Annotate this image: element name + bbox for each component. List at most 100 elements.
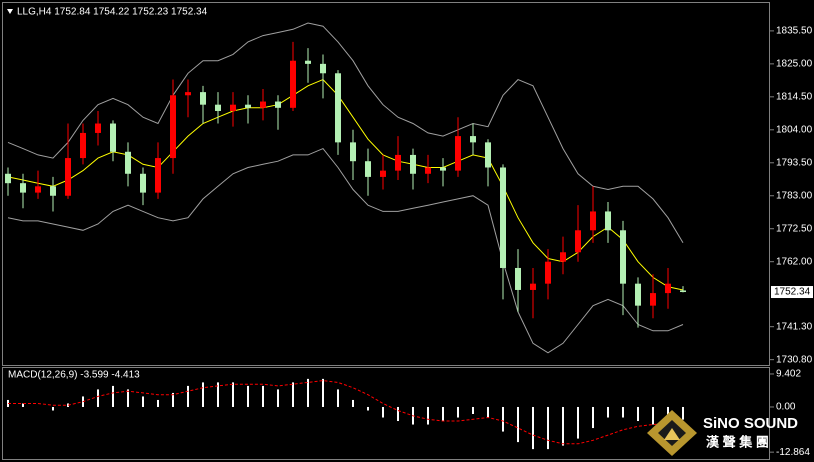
macd-bar	[367, 406, 369, 411]
macd-signal	[8, 380, 684, 445]
candle-body	[620, 230, 626, 284]
candle-body	[260, 101, 266, 108]
price-tag-label: 1752.34	[774, 287, 811, 298]
macd-title: MACD(12,26,9) -3.599 -4.413	[8, 370, 140, 381]
candle-body	[95, 123, 101, 133]
candle-body	[470, 136, 476, 143]
macd-bar	[607, 406, 609, 418]
candle-body	[650, 293, 656, 306]
macd-bar	[547, 406, 549, 450]
macd-panel	[2, 367, 770, 460]
macd-bar	[502, 406, 504, 432]
chart-title: LLG,H4 1752.84 1754.22 1752.23 1752.34	[17, 7, 208, 18]
menu-arrow	[7, 9, 13, 14]
candle-body	[5, 173, 11, 184]
macd-bar	[277, 389, 279, 407]
macd-bar	[532, 406, 534, 450]
macd-bar	[562, 406, 564, 446]
y-tick-label: 1825.00	[776, 59, 813, 70]
candle-body	[185, 92, 191, 96]
logo-triangle	[664, 428, 680, 440]
y-tick-label: 9.402	[776, 369, 801, 380]
macd-bar	[517, 406, 519, 443]
macd-bar	[592, 406, 594, 429]
macd-bar	[292, 382, 294, 407]
y-tick-label: 1814.50	[776, 91, 813, 102]
macd-bar	[202, 382, 204, 407]
y-tick-label: -12.864	[776, 447, 810, 458]
y-tick-label: 1730.80	[776, 354, 813, 365]
macd-bar	[427, 406, 429, 425]
macd-bar	[382, 406, 384, 418]
candle-body	[560, 252, 566, 262]
price-tag	[771, 286, 813, 299]
candle-body	[200, 92, 206, 105]
y-tick-label: 1804.00	[776, 124, 813, 135]
candle-body	[290, 60, 296, 108]
candle-body	[110, 123, 116, 152]
macd-bar	[352, 399, 354, 407]
macd-bar	[337, 389, 339, 407]
candle-body	[410, 154, 416, 174]
macd-bar	[52, 406, 54, 411]
candle-body	[20, 183, 26, 193]
candle-body	[275, 101, 281, 108]
macd-bar	[487, 406, 489, 418]
candle-body	[155, 158, 161, 193]
candle-body	[485, 142, 491, 168]
macd-bar	[397, 406, 399, 422]
macd-bar	[112, 385, 114, 407]
candle-body	[140, 173, 146, 193]
macd-bar	[577, 406, 579, 439]
candle-body	[170, 95, 176, 159]
candle-body	[665, 283, 671, 294]
bollinger-band	[7, 22, 684, 244]
macd-bar	[247, 385, 249, 407]
candle-body	[245, 104, 251, 108]
macd-bar	[652, 406, 654, 425]
macd-bar	[637, 406, 639, 422]
moving-average	[7, 79, 684, 291]
candle-body	[680, 290, 686, 293]
candle-body	[335, 73, 341, 143]
macd-bar	[142, 396, 144, 407]
candle-body	[515, 267, 521, 290]
brand-subtitle: 漢 聲 集 團	[706, 434, 769, 449]
macd-bar	[157, 399, 159, 407]
y-tick-label: 0.00	[776, 402, 796, 413]
candle-body	[500, 167, 506, 268]
candle-body	[350, 142, 356, 162]
macd-bar	[322, 378, 324, 407]
candle-body	[530, 283, 536, 290]
candle-body	[590, 211, 596, 231]
y-tick-label: 1835.50	[776, 26, 813, 37]
candle-body	[605, 211, 611, 231]
y-tick-label: 1741.30	[776, 321, 813, 332]
macd-bar	[217, 382, 219, 407]
macd-bar	[172, 392, 174, 407]
candle-body	[635, 283, 641, 306]
candle-body	[440, 167, 446, 171]
bollinger-band	[7, 147, 684, 354]
candle-body	[395, 154, 401, 171]
candle-body	[65, 158, 71, 196]
macd-bar	[232, 382, 234, 407]
candle-body	[455, 136, 461, 171]
candle-body	[230, 104, 236, 111]
macd-bar	[682, 406, 684, 420]
price-panel	[2, 2, 770, 366]
candle-body	[80, 132, 86, 159]
y-tick-label: 1793.50	[776, 157, 813, 168]
candle-body	[545, 261, 551, 284]
candle-body	[305, 60, 311, 64]
candle-body	[125, 151, 131, 174]
macd-bar	[22, 403, 24, 407]
logo: SiNO SOUND 漢 聲 集 團	[647, 410, 798, 456]
y-tick-label: 1772.50	[776, 223, 813, 234]
candle-body	[320, 63, 326, 74]
y-tick-label: 1762.00	[776, 256, 813, 267]
candle-body	[215, 104, 221, 111]
candle-body	[575, 230, 581, 253]
